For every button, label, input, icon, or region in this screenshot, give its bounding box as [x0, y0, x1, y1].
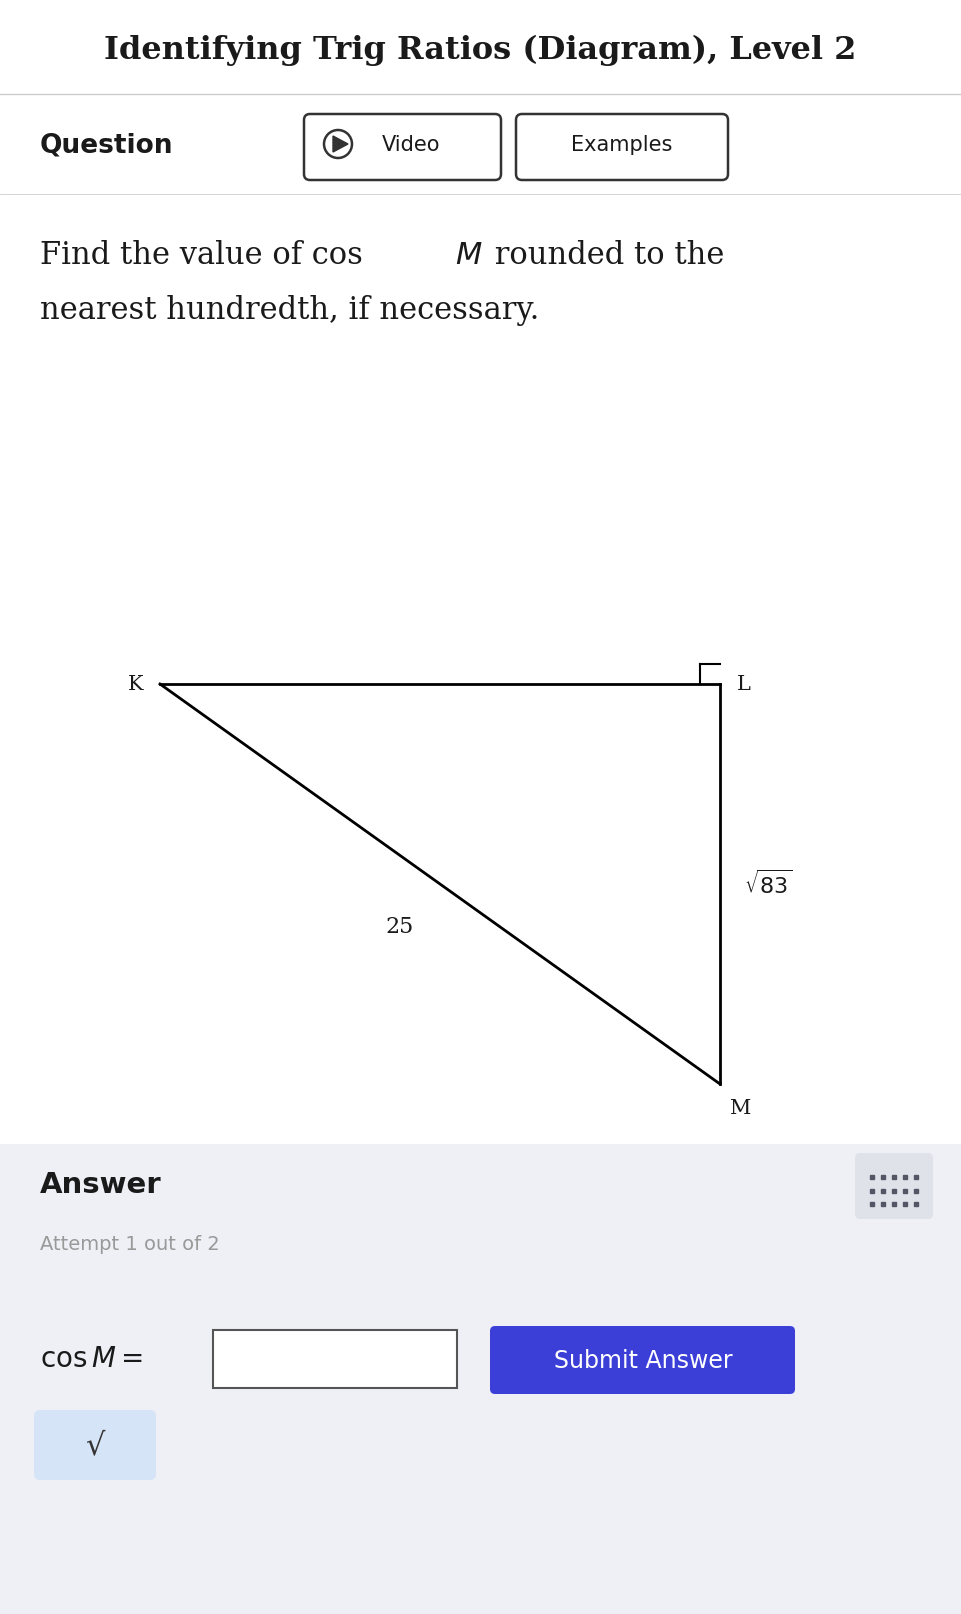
- FancyBboxPatch shape: [516, 115, 728, 181]
- Text: Find the value of cos: Find the value of cos: [40, 239, 373, 270]
- Circle shape: [324, 131, 352, 158]
- FancyBboxPatch shape: [490, 1327, 795, 1394]
- Text: Answer: Answer: [40, 1170, 161, 1198]
- FancyBboxPatch shape: [34, 1411, 156, 1480]
- Text: $\sqrt{83}$: $\sqrt{83}$: [744, 870, 792, 899]
- Text: nearest hundredth, if necessary.: nearest hundredth, if necessary.: [40, 294, 539, 326]
- Text: Attempt 1 out of 2: Attempt 1 out of 2: [40, 1235, 220, 1254]
- FancyBboxPatch shape: [855, 1154, 933, 1219]
- Text: K: K: [128, 675, 144, 694]
- FancyBboxPatch shape: [213, 1330, 457, 1388]
- Text: Question: Question: [40, 132, 174, 158]
- Text: Submit Answer: Submit Answer: [554, 1348, 732, 1372]
- Text: $\cos M =$: $\cos M =$: [40, 1346, 143, 1372]
- Text: M: M: [730, 1099, 752, 1119]
- Text: √: √: [86, 1430, 105, 1461]
- Text: 25: 25: [385, 915, 414, 938]
- Bar: [0, 1144, 961, 1614]
- Text: Examples: Examples: [571, 136, 673, 155]
- Text: Video: Video: [382, 136, 440, 155]
- FancyBboxPatch shape: [304, 115, 501, 181]
- Text: Identifying Trig Ratios (Diagram), Level 2: Identifying Trig Ratios (Diagram), Level…: [104, 34, 856, 66]
- Polygon shape: [333, 137, 348, 153]
- Text: L: L: [737, 675, 751, 694]
- Text: rounded to the: rounded to the: [485, 239, 725, 270]
- Text: $M$: $M$: [455, 239, 482, 270]
